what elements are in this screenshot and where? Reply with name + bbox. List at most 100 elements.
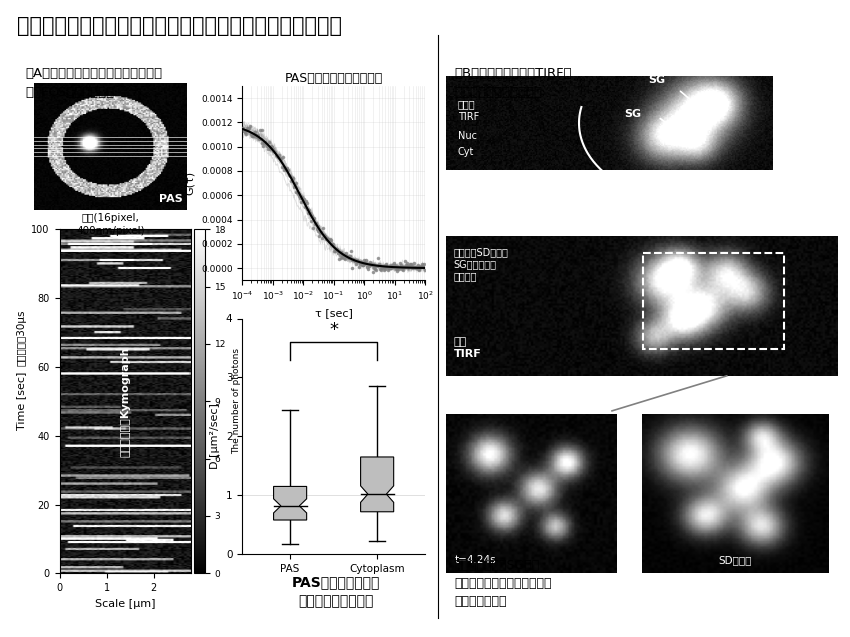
Point <box>295 192 309 203</box>
Point <box>255 138 269 148</box>
Point <box>317 229 331 240</box>
Point <box>380 261 394 271</box>
Point <box>246 131 260 141</box>
Y-axis label: The number of photons: The number of photons <box>232 348 241 454</box>
Point <box>383 263 397 273</box>
Point <box>304 216 318 226</box>
Point <box>238 127 252 137</box>
Point <box>244 129 258 140</box>
Point <box>336 252 349 262</box>
Point <box>342 252 355 262</box>
Text: 時系列のSDマップ
SGで交換頻度
が大きい: 時系列のSDマップ SGで交換頻度 が大きい <box>454 247 509 282</box>
Point <box>267 145 280 155</box>
Point <box>337 252 351 262</box>
Point <box>346 255 360 265</box>
Point <box>340 251 354 261</box>
Point <box>269 150 283 160</box>
Point <box>402 261 416 271</box>
Point <box>333 250 347 260</box>
Text: SG: SG <box>624 109 641 119</box>
Point <box>359 257 372 268</box>
Point <box>320 234 334 244</box>
Y-axis label: G(τ): G(τ) <box>185 171 196 195</box>
Point <box>407 258 421 268</box>
Y-axis label: D [μm²/sec]: D [μm²/sec] <box>210 403 220 469</box>
Point <box>303 208 317 218</box>
Point <box>242 122 256 132</box>
Text: PASの流動性を示し
液－液相分離を証明: PASの流動性を示し 液－液相分離を証明 <box>292 575 380 608</box>
Point <box>348 255 361 265</box>
Point <box>331 248 344 259</box>
Point <box>296 196 309 206</box>
Point <box>335 253 348 263</box>
Point <box>314 228 327 238</box>
Point <box>417 259 431 269</box>
Point <box>283 171 297 182</box>
Text: Cyt: Cyt <box>458 147 474 157</box>
Point <box>236 122 250 132</box>
Point <box>388 261 401 271</box>
Point <box>298 202 311 212</box>
Point <box>270 152 284 162</box>
Point <box>400 261 414 271</box>
Point <box>301 204 314 214</box>
Point <box>289 187 303 197</box>
Point <box>360 262 374 272</box>
Point <box>399 260 412 270</box>
Text: 高速
TIRF: 高速 TIRF <box>454 337 482 359</box>
Point <box>408 262 422 272</box>
Point <box>348 256 362 266</box>
Point <box>299 196 313 206</box>
Point <box>339 248 353 258</box>
Point <box>269 147 282 157</box>
Point <box>280 165 293 175</box>
Point <box>330 244 343 254</box>
Text: *: * <box>329 321 338 339</box>
Point <box>329 244 343 254</box>
Point <box>316 223 330 233</box>
Point <box>353 259 366 269</box>
Point <box>377 264 391 274</box>
Point <box>365 259 378 269</box>
Point <box>312 221 326 231</box>
Point <box>376 262 389 272</box>
Point <box>248 127 262 138</box>
Polygon shape <box>360 457 394 512</box>
Point <box>368 261 382 271</box>
Point <box>388 264 402 275</box>
Point <box>239 129 252 139</box>
Point <box>405 259 418 269</box>
Point <box>364 261 377 271</box>
Point <box>369 264 382 274</box>
Point <box>414 262 428 273</box>
Point <box>245 129 258 139</box>
Point <box>343 246 357 256</box>
Point <box>322 235 336 245</box>
Point <box>350 255 364 265</box>
Point <box>281 164 295 175</box>
Point <box>363 257 377 267</box>
Point <box>293 192 307 203</box>
Point <box>309 218 322 228</box>
Point <box>252 134 265 144</box>
Point <box>386 262 400 272</box>
Point <box>260 141 274 152</box>
Point <box>276 152 290 162</box>
Point <box>290 178 303 188</box>
Text: SG: SG <box>649 75 666 85</box>
Point <box>387 258 400 268</box>
Text: 空間(16pixel,
400nm/pixel): 空間(16pixel, 400nm/pixel) <box>76 213 144 236</box>
Point <box>384 263 398 273</box>
Point <box>315 233 329 243</box>
Point <box>351 256 365 266</box>
Point <box>382 262 396 273</box>
Point <box>285 175 298 185</box>
Point <box>354 257 367 267</box>
Point <box>291 187 304 197</box>
Point <box>332 254 345 264</box>
Point <box>263 144 276 154</box>
Point <box>323 236 337 247</box>
Point <box>358 255 371 265</box>
Text: t=4.24s: t=4.24s <box>455 555 496 566</box>
Point <box>352 262 366 272</box>
